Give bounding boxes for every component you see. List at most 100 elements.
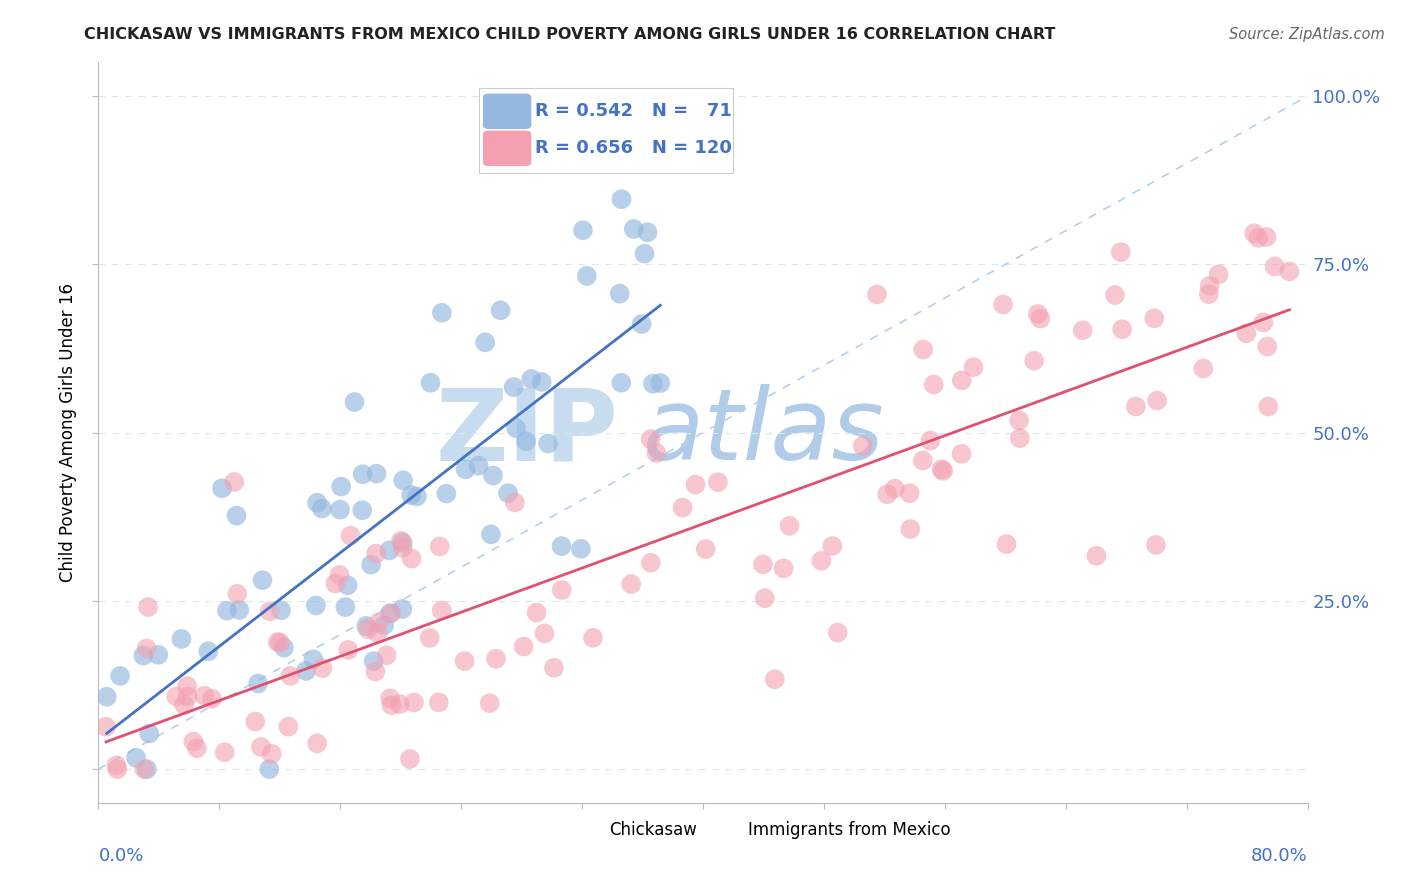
Point — [485, 651, 508, 665]
Point — [343, 395, 366, 409]
Y-axis label: Child Poverty Among Girls Under 16: Child Poverty Among Girls Under 16 — [59, 283, 77, 582]
Point — [650, 376, 672, 390]
Point — [105, 758, 128, 772]
FancyBboxPatch shape — [574, 816, 605, 841]
Point — [391, 541, 413, 555]
Point — [405, 490, 427, 504]
Point — [364, 665, 387, 679]
Point — [543, 661, 565, 675]
Point — [176, 679, 198, 693]
Point — [259, 604, 281, 618]
Point — [214, 745, 236, 759]
Point — [1198, 278, 1220, 293]
FancyBboxPatch shape — [482, 94, 531, 129]
Point — [685, 477, 707, 491]
Point — [920, 434, 942, 448]
Point — [378, 543, 401, 558]
Text: 0.0%: 0.0% — [98, 847, 143, 865]
Point — [1008, 431, 1031, 445]
Point — [912, 343, 935, 357]
Point — [1144, 538, 1167, 552]
Point — [307, 736, 329, 750]
Point — [550, 539, 572, 553]
Point — [389, 533, 412, 548]
Point — [827, 625, 849, 640]
Point — [609, 286, 631, 301]
Point — [352, 467, 374, 482]
Point — [201, 691, 224, 706]
Point — [503, 495, 526, 509]
Text: atlas: atlas — [643, 384, 884, 481]
Point — [132, 648, 155, 663]
Point — [380, 698, 402, 713]
Point — [228, 603, 250, 617]
FancyBboxPatch shape — [482, 130, 531, 166]
Point — [1109, 245, 1132, 260]
Point — [876, 487, 898, 501]
Point — [270, 603, 292, 617]
Point — [378, 606, 401, 620]
Point — [388, 697, 411, 711]
Point — [366, 467, 388, 481]
Point — [224, 475, 246, 489]
Point — [1143, 311, 1166, 326]
Point — [1247, 231, 1270, 245]
Point — [950, 373, 973, 387]
Point — [1146, 393, 1168, 408]
Point — [575, 268, 598, 283]
Point — [336, 578, 359, 592]
Point — [136, 600, 159, 615]
Point — [419, 376, 441, 390]
Point — [148, 648, 170, 662]
Point — [866, 287, 889, 301]
Point — [962, 360, 984, 375]
Point — [821, 539, 844, 553]
Point — [1208, 268, 1230, 282]
Point — [482, 468, 505, 483]
Point — [1111, 322, 1133, 336]
Point — [489, 303, 512, 318]
Point — [259, 762, 281, 776]
Point — [1251, 316, 1274, 330]
Point — [352, 503, 374, 517]
Point — [810, 554, 832, 568]
Point — [193, 689, 215, 703]
Point — [378, 691, 401, 706]
Point — [1278, 264, 1301, 278]
Point — [96, 690, 118, 704]
Point — [763, 673, 786, 687]
Point — [620, 577, 643, 591]
Point — [226, 587, 249, 601]
Point — [391, 535, 413, 549]
Point — [360, 558, 382, 572]
Point — [645, 446, 668, 460]
Point — [392, 473, 415, 487]
Point — [530, 375, 553, 389]
Point — [520, 372, 543, 386]
Point — [779, 518, 801, 533]
Point — [610, 376, 633, 390]
Point — [105, 762, 128, 776]
Point — [637, 225, 659, 239]
Point — [707, 475, 730, 490]
Point — [211, 481, 233, 495]
Point — [671, 500, 693, 515]
Point — [526, 606, 548, 620]
Point — [1085, 549, 1108, 563]
Point — [1008, 413, 1031, 427]
Point — [1071, 323, 1094, 337]
Point — [950, 447, 973, 461]
Point — [1264, 260, 1286, 274]
Text: R = 0.656   N = 120: R = 0.656 N = 120 — [534, 138, 731, 157]
Point — [108, 669, 131, 683]
Point — [325, 576, 347, 591]
Point — [883, 482, 905, 496]
Point — [277, 720, 299, 734]
Point — [125, 751, 148, 765]
Point — [911, 453, 934, 467]
Point — [247, 676, 270, 690]
Point — [496, 486, 519, 500]
Point — [391, 602, 413, 616]
Point — [1125, 400, 1147, 414]
Point — [630, 317, 652, 331]
